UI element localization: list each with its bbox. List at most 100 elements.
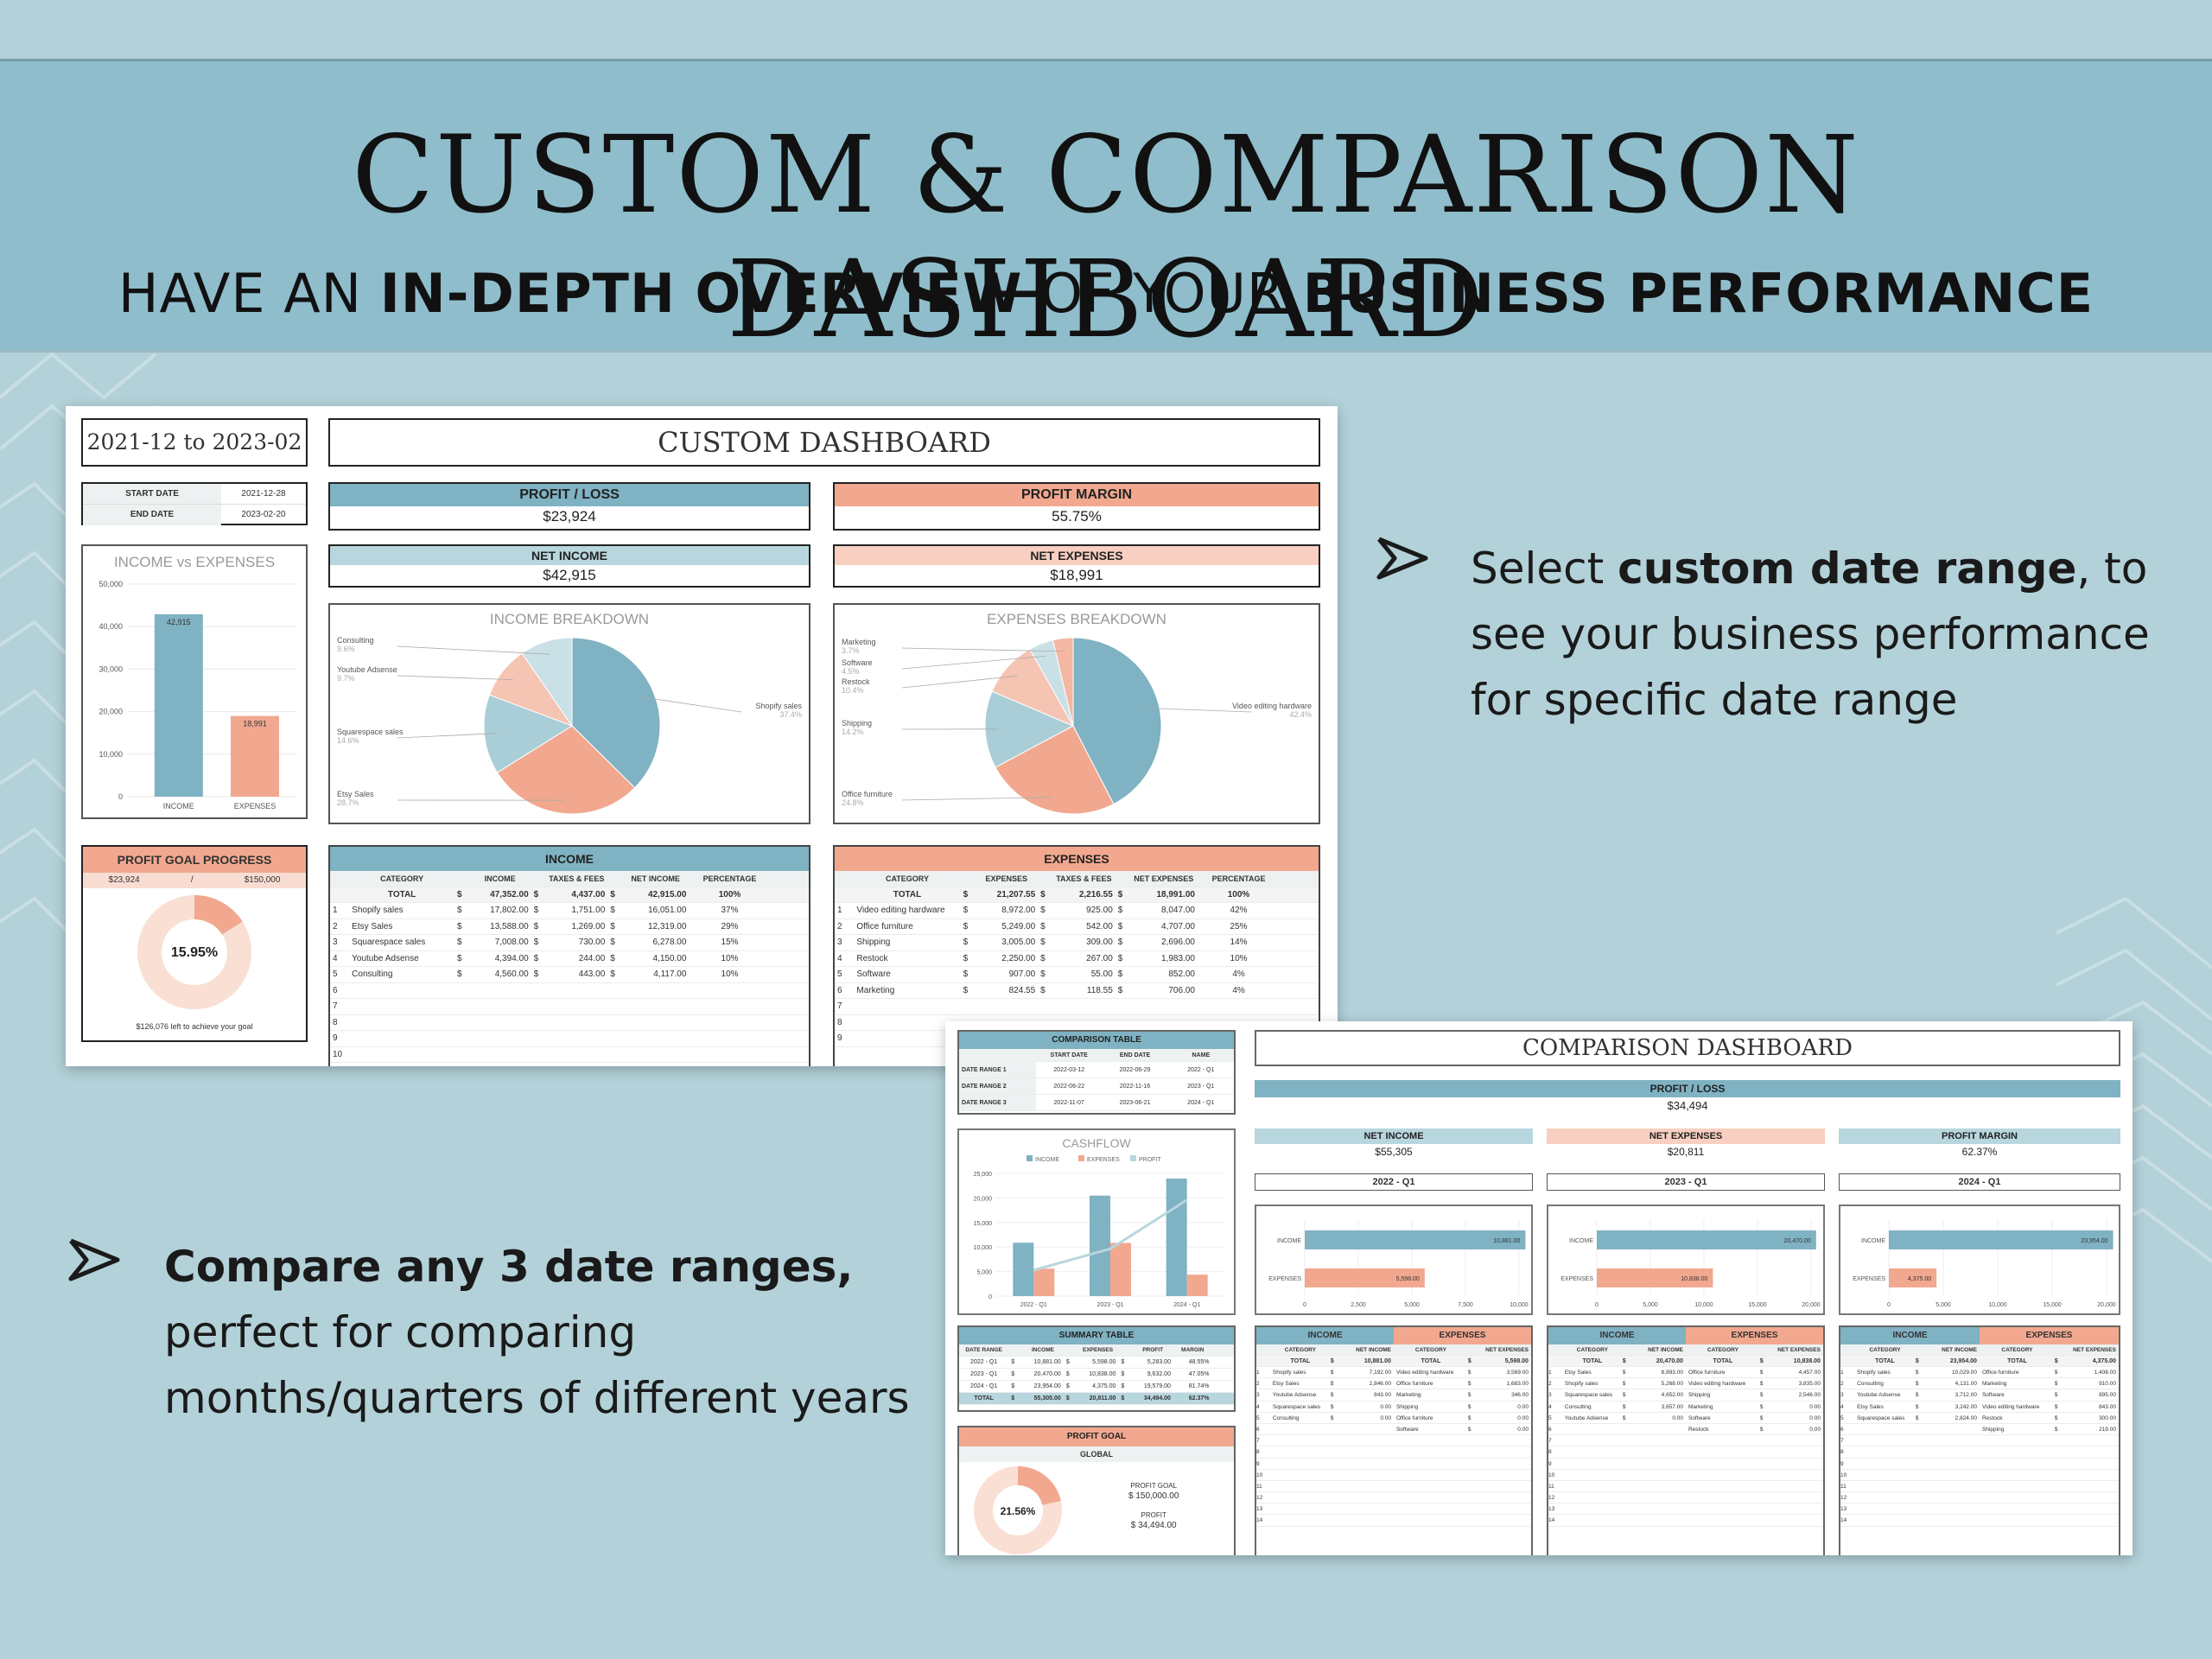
income-bar bbox=[1090, 1195, 1110, 1296]
empty-cell bbox=[1270, 1424, 1331, 1434]
income-category: Youtube Adsense bbox=[1857, 1392, 1901, 1399]
table-cell: 2,250.00 bbox=[1001, 953, 1036, 963]
panel-row: 6 Restock $0.00 bbox=[1548, 1424, 1823, 1436]
x-tick-label: 2022 - Q1 bbox=[1020, 1302, 1047, 1308]
currency-sign: $ bbox=[1467, 1414, 1471, 1421]
income-vs-expenses-svg: INCOME vs EXPENSES 0 10,000 20,000 30,000 40,… bbox=[99, 554, 297, 810]
table-cell bbox=[545, 1015, 607, 1031]
callout-compare-text: Compare any 3 date ranges, perfect for co… bbox=[164, 1234, 914, 1431]
expense-category: Marketing bbox=[1688, 1403, 1713, 1410]
column-header: NET INCOME bbox=[1942, 1347, 1977, 1353]
expense-category: Shipping bbox=[1395, 1403, 1419, 1410]
table-row: DATE RANGE 3 2022-11-07 2023-06-21 2024 - Q… bbox=[959, 1095, 1234, 1111]
expense-category: Software bbox=[1688, 1414, 1711, 1421]
empty-cell bbox=[1927, 1492, 1980, 1503]
table-cell: 118.55 bbox=[1086, 985, 1113, 995]
date-input-box: START DATE 2021-12-28 END DATE 2023-02-20 bbox=[81, 482, 308, 525]
empty-cell bbox=[1331, 1446, 1342, 1457]
row-number: 3 bbox=[1840, 1392, 1844, 1399]
table-row: 4 Youtube Adsense $4,394.00 $244.00 $4,150.0… bbox=[330, 951, 809, 967]
table-cell: 2024 - Q1 bbox=[1187, 1100, 1215, 1106]
empty-cell bbox=[1854, 1446, 1916, 1457]
table-cell: 2023 - Q1 bbox=[1187, 1084, 1215, 1090]
table-cell: $ bbox=[1040, 906, 1046, 915]
table-cell: $ bbox=[963, 921, 969, 931]
y-tick-label: 40,000 bbox=[99, 622, 123, 631]
comp-goal-value: $ 150,000.00 bbox=[1128, 1491, 1179, 1501]
table-cell bbox=[607, 983, 622, 999]
income-bar bbox=[1013, 1243, 1034, 1296]
slice-label: Etsy Sales bbox=[337, 790, 374, 798]
empty-cell bbox=[1623, 1435, 1634, 1446]
currency-sign: $ bbox=[1622, 1381, 1626, 1388]
table-cell: $ bbox=[1121, 1383, 1125, 1389]
table-row: 5 Consulting $4,560.00 $443.00 $4,117.00 10% bbox=[330, 967, 809, 983]
arrow-icon bbox=[68, 1238, 120, 1281]
slice-percent: 3.7% bbox=[842, 646, 860, 655]
period-header-3: 2024 - Q1 bbox=[1839, 1173, 2120, 1191]
expense-value: 219.00 bbox=[2099, 1426, 2116, 1433]
column-header: START DATE bbox=[1050, 1052, 1088, 1058]
slice-label: Youtube Adsense bbox=[337, 665, 397, 674]
empty-cell bbox=[1916, 1459, 1927, 1469]
table-cell: $ bbox=[1065, 1371, 1070, 1377]
table-cell: 8 bbox=[333, 1017, 338, 1027]
table-cell: 7 bbox=[333, 1001, 338, 1011]
empty-cell bbox=[1331, 1503, 1342, 1514]
donut-progress bbox=[194, 895, 243, 936]
income-table-title: INCOME bbox=[330, 847, 809, 871]
currency-sign: $ bbox=[1622, 1370, 1626, 1376]
table-cell: 29% bbox=[721, 921, 739, 931]
income-category: Shopify sales bbox=[1857, 1370, 1891, 1376]
table-cell: 10% bbox=[721, 969, 739, 979]
empty-cell bbox=[1270, 1435, 1331, 1446]
table-cell: 4% bbox=[1232, 969, 1245, 979]
row-number: 10 bbox=[1548, 1471, 1555, 1478]
x-tick-label: 20,000 bbox=[1802, 1302, 1821, 1308]
panel-row: 5 Youtube Adsense $0.00 Software $0.00 bbox=[1548, 1413, 1823, 1424]
total-cell: $ bbox=[1117, 889, 1123, 899]
empty-cell bbox=[1270, 1470, 1331, 1480]
x-tick-label: 2023 - Q1 bbox=[1096, 1302, 1123, 1308]
y-tick-label: 20,000 bbox=[99, 708, 123, 716]
empty-cell bbox=[1342, 1470, 1394, 1480]
empty-cell bbox=[1331, 1492, 1342, 1503]
income-value: 3,657.00 bbox=[1661, 1403, 1683, 1410]
expense-value: 2,546.00 bbox=[1798, 1392, 1821, 1399]
column-header: NET EXPENSES bbox=[1134, 874, 1194, 883]
table-cell: DATE RANGE 1 bbox=[959, 1062, 1037, 1077]
column-header: CATEGORY bbox=[2001, 1347, 2033, 1353]
currency-sign: $ bbox=[1759, 1426, 1764, 1433]
row-number: 7 bbox=[1256, 1438, 1260, 1445]
panel-row: 14 bbox=[1256, 1515, 1531, 1527]
table-cell: $ bbox=[610, 906, 615, 915]
currency-sign: $ bbox=[1467, 1392, 1471, 1399]
table-total-row: TOTAL $47,352.00 $4,437.00 $42,915.00 100% bbox=[330, 887, 809, 903]
start-date-field[interactable]: 2021-12-28 bbox=[241, 489, 286, 499]
data-label: 20,470.00 bbox=[1784, 1238, 1811, 1244]
column-header: NET EXPENSES bbox=[1485, 1347, 1529, 1353]
income-category: Squarespace sales bbox=[1272, 1403, 1321, 1410]
table-cell bbox=[1623, 1344, 1634, 1355]
empty-cell bbox=[1916, 1481, 1927, 1491]
comparison-dashboard-title: COMPARISON DASHBOARD bbox=[1255, 1030, 2120, 1066]
goal-separator: / bbox=[190, 875, 194, 885]
end-date-label: END DATE bbox=[83, 505, 221, 525]
table-row: 2024 - Q1 $23,954.00 $4,375.00 $19,579.00 81… bbox=[959, 1381, 1234, 1393]
table-cell: 2023 - Q1 bbox=[970, 1371, 998, 1377]
income-category: Etsy Sales bbox=[1564, 1370, 1592, 1376]
panel-row: 5 Consulting $0.00 Office furniture $0.00 bbox=[1256, 1413, 1531, 1424]
table-cell: 4,117.00 bbox=[653, 969, 687, 979]
income-value: 0.00 bbox=[1380, 1403, 1391, 1410]
table-cell: $ bbox=[610, 938, 615, 947]
table-cell: $ bbox=[1065, 1359, 1070, 1365]
x-tick-label: INCOME bbox=[163, 802, 194, 810]
expense-category: Video editing hardware bbox=[1688, 1381, 1746, 1388]
end-date-field[interactable]: 2023-02-20 bbox=[241, 510, 286, 519]
page-subtitle: HAVE AN IN-DEPTH OVERVIEW OF YOUR BUSINE… bbox=[0, 262, 2212, 325]
x-tick-label: 0 bbox=[1595, 1302, 1599, 1308]
column-header: EXPENSES bbox=[985, 874, 1028, 883]
table-cell: 542.00 bbox=[1086, 921, 1113, 931]
panel-row: 12 bbox=[1256, 1492, 1531, 1504]
panel-row: 9 bbox=[1256, 1459, 1531, 1470]
